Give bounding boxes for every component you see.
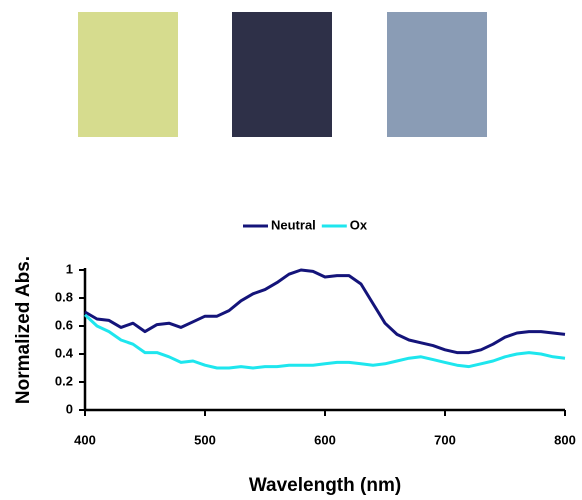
sample-photo-dark bbox=[232, 12, 332, 137]
y-tick-label: 1 bbox=[66, 261, 73, 276]
data-line bbox=[85, 315, 565, 368]
page: {"chart_data": {"type": "line", "x": [40… bbox=[0, 0, 582, 500]
y-tick-label: 0.4 bbox=[55, 345, 74, 360]
x-tick-label: 700 bbox=[434, 432, 456, 447]
x-tick-label: 500 bbox=[194, 432, 216, 447]
legend-label: Neutral bbox=[271, 217, 316, 232]
legend-label: Ox bbox=[350, 217, 368, 232]
x-tick-label: 600 bbox=[314, 432, 336, 447]
data-line bbox=[85, 270, 565, 353]
x-tick-label: 400 bbox=[74, 432, 96, 447]
y-tick-label: 0.8 bbox=[55, 289, 73, 304]
y-tick-label: 0.2 bbox=[55, 373, 73, 388]
y-tick-label: 0.6 bbox=[55, 317, 73, 332]
x-tick-label: 800 bbox=[554, 432, 576, 447]
sample-photo-gray bbox=[387, 12, 487, 137]
y-tick-label: 0 bbox=[66, 401, 73, 416]
figure: Wavelength (nm) Normalized Abs. 0 0.2 0.4 0… bbox=[0, 0, 582, 500]
x-axis-title: Wavelength (nm) bbox=[249, 475, 401, 496]
y-axis-title: Normalized Abs. bbox=[13, 256, 34, 404]
sample-photo-yellow bbox=[78, 12, 178, 137]
